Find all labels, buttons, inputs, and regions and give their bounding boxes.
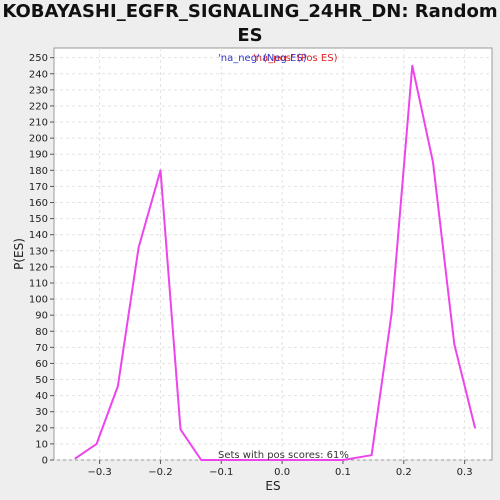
x-axis-label: ES [265, 479, 280, 493]
x-tick-label: 0.2 [396, 467, 412, 478]
y-tick-label: 90 [35, 311, 48, 322]
y-tick-label: 180 [29, 166, 48, 177]
y-axis-ticks: 0 10 20 30 40 50 60 70 80 90 100 110 120 130 140 150 160… [29, 53, 54, 467]
data-point [411, 64, 414, 67]
x-tick-label: −0.2 [148, 467, 172, 478]
y-tick-label: 20 [35, 423, 48, 434]
y-tick-label: 100 [29, 295, 48, 306]
data-point [179, 428, 182, 431]
data-point [390, 312, 393, 315]
series-layer [74, 64, 476, 461]
y-tick-label: 120 [29, 262, 48, 273]
data-point [200, 459, 203, 461]
y-tick-label: 80 [35, 327, 48, 338]
grid [54, 48, 492, 461]
plot-area [53, 47, 493, 461]
data-point [159, 169, 162, 172]
y-tick-label: 170 [29, 182, 48, 193]
pos-scores-annotation: Sets with pos scores: 61% [218, 450, 349, 461]
y-tick-label: 240 [29, 69, 48, 80]
y-tick-label: 0 [42, 456, 48, 467]
y-tick-label: 60 [35, 359, 48, 370]
data-point [432, 161, 434, 164]
y-tick-label: 160 [29, 198, 48, 209]
x-tick-label: 0.3 [457, 467, 473, 478]
x-axis-ticks: −0.3 −0.2 −0.1 0.0 0.1 0.2 0.3 [87, 460, 473, 478]
y-tick-label: 50 [35, 375, 48, 386]
y-tick-label: 40 [35, 391, 48, 402]
data-point [342, 459, 344, 461]
chart-title-line1: KOBAYASHI_EGFR_SIGNALING_24HR_DN: Random… [2, 1, 498, 46]
y-tick-label: 140 [29, 230, 48, 241]
x-tick-label: 0.0 [274, 467, 290, 478]
y-tick-label: 210 [29, 118, 48, 129]
legend-neg-label: 'na_neg' (Neg ES) [218, 53, 307, 64]
x-tick-label: −0.3 [87, 467, 111, 478]
data-point [117, 385, 119, 387]
y-tick-label: 10 [35, 439, 48, 450]
data-point [453, 343, 456, 345]
data-point [370, 454, 373, 456]
y-axis-label: P(ES) [12, 238, 26, 270]
y-tick-label: 70 [35, 343, 48, 354]
y-tick-label: 150 [29, 214, 48, 225]
data-point [74, 457, 77, 460]
x-tick-label: −0.1 [209, 467, 233, 478]
data-point [137, 246, 140, 249]
data-point [474, 427, 476, 429]
y-tick-label: 190 [29, 150, 48, 161]
y-tick-label: 110 [29, 278, 48, 289]
y-tick-label: 30 [35, 407, 48, 418]
x-tick-label: 0.1 [335, 467, 351, 478]
y-tick-label: 200 [29, 134, 48, 145]
y-tick-label: 130 [29, 246, 48, 257]
y-tick-label: 230 [29, 85, 48, 96]
data-point [95, 443, 98, 445]
es-density-line [74, 64, 476, 461]
legend-pos-label: 'na_pos' (Pos ES) [253, 53, 338, 64]
y-tick-label: 250 [29, 53, 48, 64]
y-tick-label: 220 [29, 101, 48, 112]
